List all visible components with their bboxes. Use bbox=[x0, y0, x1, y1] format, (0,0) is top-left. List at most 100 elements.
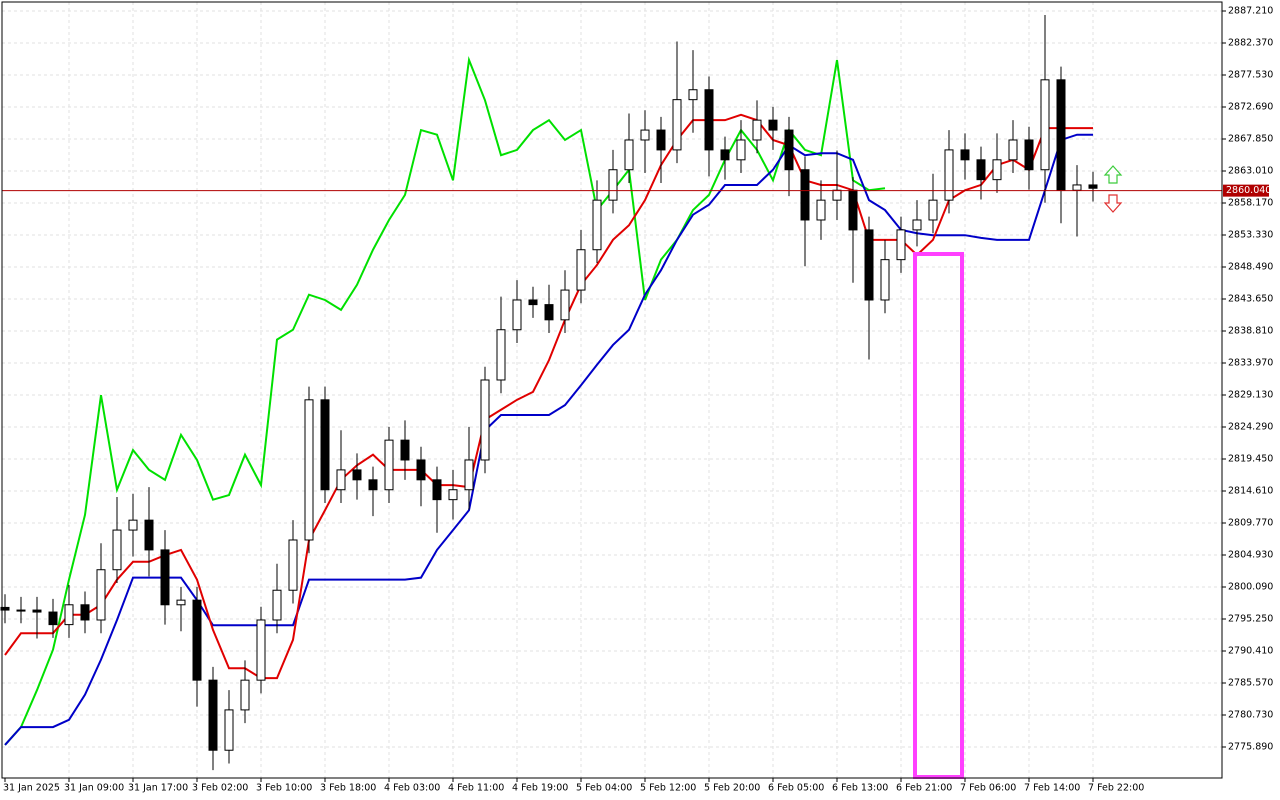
candle-body bbox=[896, 229, 906, 261]
candle-body bbox=[944, 149, 954, 201]
candle-body bbox=[960, 149, 970, 161]
candle-body bbox=[352, 469, 362, 481]
candle-body bbox=[256, 619, 266, 681]
candle-body bbox=[288, 539, 298, 591]
candle-body bbox=[800, 169, 810, 221]
candle-body bbox=[336, 469, 346, 491]
candle-body bbox=[832, 189, 842, 201]
candle-body bbox=[368, 479, 378, 491]
candle-body bbox=[784, 129, 794, 171]
y-tick-label: 2838.810 bbox=[1228, 325, 1273, 336]
candle-body bbox=[560, 289, 570, 321]
y-tick-label: 2882.370 bbox=[1228, 37, 1273, 48]
candle-body bbox=[848, 189, 858, 231]
grid bbox=[2, 2, 1222, 778]
y-tick-label: 2858.170 bbox=[1228, 197, 1273, 208]
candle-body bbox=[128, 519, 138, 531]
candle-body bbox=[688, 89, 698, 101]
current-price-box bbox=[1223, 184, 1269, 197]
candle-body bbox=[1088, 184, 1098, 189]
candle-body bbox=[96, 569, 106, 621]
y-tick-label: 2833.970 bbox=[1228, 357, 1273, 368]
candle-body bbox=[144, 519, 154, 551]
y-tick-label: 2872.690 bbox=[1228, 101, 1273, 112]
candle-body bbox=[1008, 139, 1018, 161]
candle-body bbox=[1040, 79, 1050, 171]
candle-body bbox=[976, 159, 986, 181]
x-tick-label: 6 Feb 05:00 bbox=[768, 783, 824, 794]
y-tick-label: 2867.850 bbox=[1228, 133, 1273, 144]
candle-body bbox=[624, 139, 634, 171]
candle-body bbox=[192, 599, 202, 681]
candle-body bbox=[16, 609, 26, 612]
candle-body bbox=[928, 199, 938, 221]
candle-body bbox=[272, 589, 282, 621]
candle-body bbox=[912, 219, 922, 231]
y-tick-label: 2790.410 bbox=[1228, 645, 1273, 656]
y-tick-label: 2853.330 bbox=[1228, 229, 1273, 240]
x-tick-label: 3 Feb 02:00 bbox=[192, 783, 248, 794]
candle-body bbox=[592, 199, 602, 251]
x-tick-label: 31 Jan 2025 bbox=[3, 783, 60, 794]
candle-body bbox=[384, 439, 394, 491]
candle-body bbox=[544, 304, 554, 321]
candle-body bbox=[656, 129, 666, 151]
candle-body bbox=[528, 299, 538, 306]
y-tick-label: 2814.610 bbox=[1228, 485, 1273, 496]
candle-body bbox=[608, 169, 618, 201]
candle-body bbox=[432, 479, 442, 501]
x-tick-label: 4 Feb 11:00 bbox=[448, 783, 504, 794]
candle-body bbox=[704, 89, 714, 151]
candle-body bbox=[1072, 184, 1082, 191]
candle-body bbox=[80, 604, 90, 621]
candle-body bbox=[736, 139, 746, 161]
y-tick-label: 2780.730 bbox=[1228, 709, 1273, 720]
candle-body bbox=[176, 599, 186, 606]
candle-body bbox=[816, 199, 826, 221]
candle-body bbox=[480, 379, 490, 461]
x-tick-label: 4 Feb 03:00 bbox=[384, 783, 440, 794]
candle-body bbox=[416, 459, 426, 481]
y-tick-label: 2809.770 bbox=[1228, 517, 1273, 528]
x-tick-label: 6 Feb 13:00 bbox=[832, 783, 888, 794]
y-tick-label: 2829.130 bbox=[1228, 389, 1273, 400]
axes: 2887.210 2882.370 2877.530 2872.690 2867.850… bbox=[3, 5, 1273, 793]
y-tick-label: 2843.650 bbox=[1228, 293, 1273, 304]
y-tick-label: 2800.090 bbox=[1228, 581, 1273, 592]
y-tick-label: 2804.930 bbox=[1228, 549, 1273, 560]
x-tick-label: 6 Feb 21:00 bbox=[896, 783, 952, 794]
x-tick-label: 3 Feb 18:00 bbox=[320, 783, 376, 794]
x-tick-label: 5 Feb 20:00 bbox=[704, 783, 760, 794]
x-tick-label: 31 Jan 09:00 bbox=[64, 783, 124, 794]
candle-body bbox=[64, 604, 74, 626]
y-tick-label: 2775.890 bbox=[1228, 741, 1273, 752]
candle-body bbox=[224, 709, 234, 751]
candle-body bbox=[400, 439, 410, 461]
candle-body bbox=[1024, 139, 1034, 171]
candle-body bbox=[992, 159, 1002, 181]
y-tick-label: 2887.210 bbox=[1228, 5, 1273, 16]
candle-body bbox=[768, 119, 778, 131]
x-tick-label: 7 Feb 14:00 bbox=[1024, 783, 1080, 794]
x-tick-label: 7 Feb 22:00 bbox=[1088, 783, 1144, 794]
candle-body bbox=[320, 399, 330, 491]
candle-body bbox=[240, 679, 250, 711]
plot bbox=[0, 15, 1222, 771]
candle-body bbox=[864, 229, 874, 301]
candle-body bbox=[720, 149, 730, 161]
y-tick-label: 2795.250 bbox=[1228, 613, 1273, 624]
candle-body bbox=[752, 119, 762, 141]
candle-body bbox=[1056, 79, 1066, 191]
candle-body bbox=[48, 611, 58, 626]
indicator-line bbox=[4, 133, 1093, 746]
down-arrow bbox=[1103, 194, 1123, 213]
candle-body bbox=[32, 609, 42, 613]
current-price-label: 2860.040 bbox=[1226, 185, 1271, 196]
x-tick-label: 3 Feb 10:00 bbox=[256, 783, 312, 794]
y-tick-label: 2863.010 bbox=[1228, 165, 1273, 176]
x-tick-label: 31 Jan 17:00 bbox=[128, 783, 188, 794]
candle-body bbox=[448, 489, 458, 501]
